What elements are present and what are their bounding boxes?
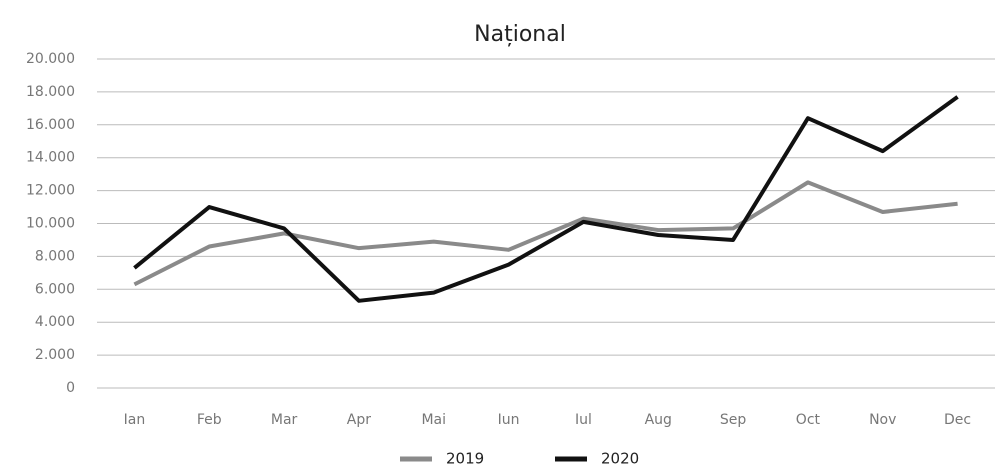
x-tick-label: Iun: [498, 412, 520, 428]
y-tick-label: 2.000: [35, 347, 75, 363]
y-tick-label: 8.000: [35, 248, 75, 264]
x-tick-label: Dec: [944, 412, 971, 428]
y-tick-label: 4.000: [35, 314, 75, 330]
x-tick-label: Aug: [645, 412, 672, 428]
x-tick-label: Mar: [271, 412, 298, 428]
y-tick-label: 0: [66, 380, 75, 396]
y-tick-label: 14.000: [26, 150, 75, 166]
y-tick-label: 16.000: [26, 117, 75, 133]
series-line: [133, 180, 958, 287]
legend-label: 2020: [601, 450, 639, 466]
chart-title: Național: [474, 22, 566, 47]
x-tick-label: Nov: [869, 412, 896, 428]
x-tick-label: Mai: [421, 412, 446, 428]
series-line: [133, 95, 959, 303]
x-tick-label: Oct: [796, 412, 821, 428]
x-tick-label: Apr: [347, 412, 371, 428]
y-tick-label: 12.000: [26, 183, 75, 199]
y-tick-label: 6.000: [35, 281, 75, 297]
x-tick-label: Feb: [197, 412, 222, 428]
y-tick-label: 10.000: [26, 216, 75, 232]
y-tick-label: 18.000: [26, 84, 75, 100]
x-tick-label: Sep: [720, 412, 747, 428]
x-tick-label: Ian: [124, 412, 146, 428]
y-tick-label: 20.000: [26, 51, 75, 67]
x-tick-label: Iul: [575, 412, 592, 428]
legend-label: 2019: [446, 450, 484, 466]
